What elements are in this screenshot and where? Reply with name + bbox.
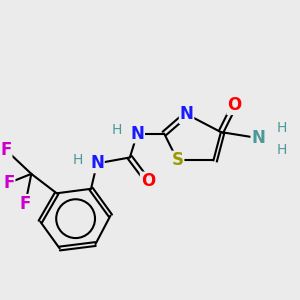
Text: H: H (72, 153, 83, 166)
Text: N: N (130, 124, 144, 142)
Text: F: F (20, 195, 31, 213)
Text: N: N (251, 129, 265, 147)
Text: N: N (180, 105, 194, 123)
Text: H: H (111, 123, 122, 137)
Text: F: F (3, 174, 15, 192)
Text: H: H (277, 143, 287, 157)
Text: F: F (0, 141, 12, 159)
Text: O: O (227, 96, 242, 114)
Text: N: N (90, 154, 104, 172)
Text: S: S (172, 152, 184, 169)
Text: H: H (277, 121, 287, 135)
Text: O: O (141, 172, 155, 190)
